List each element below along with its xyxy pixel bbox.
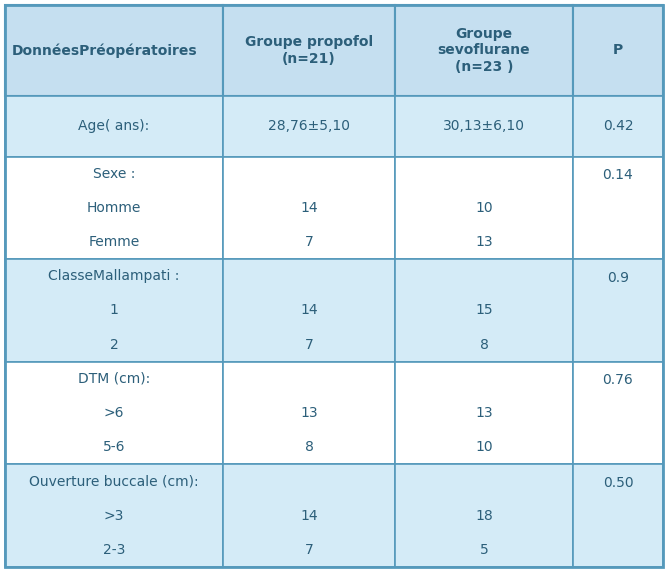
Bar — [223, 96, 395, 157]
Text: 2: 2 — [110, 337, 118, 352]
Text: DonnéesPréopératoires: DonnéesPréopératoires — [11, 43, 197, 58]
Text: ClasseMallampati :: ClasseMallampati : — [48, 269, 180, 283]
Text: 0.9: 0.9 — [607, 271, 629, 285]
Text: 5: 5 — [480, 543, 488, 557]
Bar — [395, 362, 573, 464]
Text: 13: 13 — [475, 235, 493, 249]
Bar — [5, 5, 223, 96]
Bar — [5, 362, 223, 464]
Bar — [5, 157, 223, 259]
Bar — [395, 5, 573, 96]
Text: 14: 14 — [300, 509, 318, 523]
Text: Sexe :: Sexe : — [93, 166, 135, 181]
Text: 14: 14 — [300, 201, 318, 215]
Bar — [395, 464, 573, 567]
Text: DTM (cm):: DTM (cm): — [78, 372, 150, 386]
Bar — [223, 259, 395, 362]
Text: Age( ans):: Age( ans): — [78, 119, 150, 133]
Text: 10: 10 — [475, 201, 493, 215]
Text: 2-3: 2-3 — [103, 543, 125, 557]
Text: >6: >6 — [104, 406, 124, 420]
Bar — [395, 96, 573, 157]
Bar — [573, 157, 663, 259]
Bar — [5, 259, 223, 362]
Bar — [573, 464, 663, 567]
Bar — [573, 362, 663, 464]
Bar — [573, 96, 663, 157]
Text: 0.76: 0.76 — [603, 374, 633, 387]
Bar — [223, 157, 395, 259]
Text: 1: 1 — [110, 304, 118, 317]
Text: 28,76±5,10: 28,76±5,10 — [268, 119, 350, 133]
Bar — [395, 259, 573, 362]
Bar — [573, 5, 663, 96]
Text: 13: 13 — [475, 406, 493, 420]
Text: 8: 8 — [305, 440, 313, 454]
Bar — [223, 362, 395, 464]
Bar — [5, 96, 223, 157]
Bar — [395, 157, 573, 259]
Text: >3: >3 — [104, 509, 124, 523]
Text: 0.14: 0.14 — [603, 168, 633, 182]
Text: Groupe
sevoflurane
(n=23 ): Groupe sevoflurane (n=23 ) — [438, 27, 530, 74]
Text: 0.50: 0.50 — [603, 476, 633, 490]
Text: 7: 7 — [305, 543, 313, 557]
Text: 7: 7 — [305, 235, 313, 249]
Text: 8: 8 — [480, 337, 488, 352]
Bar — [223, 5, 395, 96]
Bar — [5, 464, 223, 567]
Bar — [573, 259, 663, 362]
Text: 15: 15 — [475, 304, 493, 317]
Text: Groupe propofol
(n=21): Groupe propofol (n=21) — [245, 35, 373, 66]
Text: Homme: Homme — [87, 201, 141, 215]
Text: P: P — [613, 43, 623, 57]
Text: 5-6: 5-6 — [103, 440, 126, 454]
Text: 30,13±6,10: 30,13±6,10 — [443, 119, 525, 133]
Text: 7: 7 — [305, 337, 313, 352]
Text: 14: 14 — [300, 304, 318, 317]
Text: 18: 18 — [475, 509, 493, 523]
Text: 0.42: 0.42 — [603, 119, 633, 133]
Text: 10: 10 — [475, 440, 493, 454]
Text: 13: 13 — [300, 406, 318, 420]
Text: Ouverture buccale (cm):: Ouverture buccale (cm): — [29, 475, 199, 488]
Text: Femme: Femme — [88, 235, 140, 249]
Bar — [223, 464, 395, 567]
